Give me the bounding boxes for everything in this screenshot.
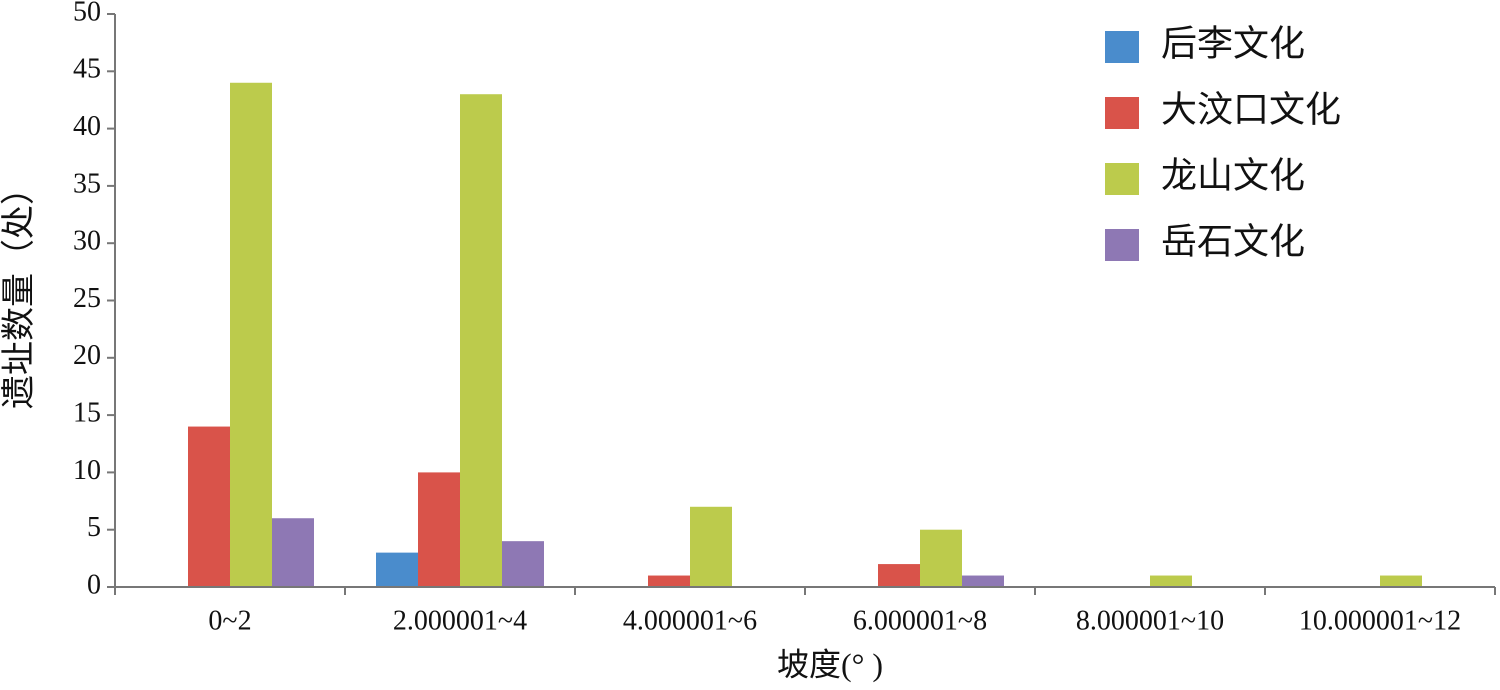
bar: [502, 541, 544, 587]
bar: [878, 564, 920, 587]
bar: [272, 518, 314, 587]
y-tick-label: 15: [73, 398, 101, 429]
x-tick-label: 4.000001~6: [623, 605, 757, 636]
bar: [1150, 575, 1192, 587]
y-tick-label: 40: [73, 111, 101, 142]
y-axis-label: 遗址数量（处）: [0, 171, 38, 409]
legend-swatch: [1105, 31, 1139, 63]
y-tick-label: 5: [87, 512, 101, 543]
bar: [690, 506, 732, 587]
bar: [188, 426, 230, 587]
legend-label: 后李文化: [1161, 23, 1305, 63]
legend-swatch: [1105, 97, 1139, 129]
y-tick-label: 45: [73, 54, 101, 85]
bar: [648, 575, 690, 587]
bar: [376, 552, 418, 587]
y-tick-label: 10: [73, 455, 101, 486]
x-tick-label: 2.000001~4: [393, 605, 527, 636]
x-tick-label: 8.000001~10: [1076, 605, 1224, 636]
x-tick-label: 6.000001~8: [853, 605, 987, 636]
x-tick-label: 0~2: [208, 605, 251, 636]
y-tick-label: 50: [73, 0, 101, 27]
legend-swatch: [1105, 163, 1139, 195]
y-tick-label: 25: [73, 283, 101, 314]
legend-label: 岳石文化: [1161, 221, 1305, 261]
bar: [230, 82, 272, 587]
y-tick-label: 20: [73, 340, 101, 371]
legend-label: 大汶口文化: [1161, 89, 1341, 129]
y-tick-label: 30: [73, 226, 101, 257]
bar: [920, 529, 962, 587]
bar: [1380, 575, 1422, 587]
bar: [962, 575, 1004, 587]
bar: [460, 94, 502, 587]
x-axis-label: 坡度(° ): [777, 646, 883, 682]
y-tick-label: 35: [73, 168, 101, 199]
legend-label: 龙山文化: [1161, 155, 1305, 195]
x-tick-label: 10.000001~12: [1299, 605, 1461, 636]
y-tick-label: 0: [87, 569, 101, 600]
bar: [418, 472, 460, 587]
legend-swatch: [1105, 229, 1139, 261]
